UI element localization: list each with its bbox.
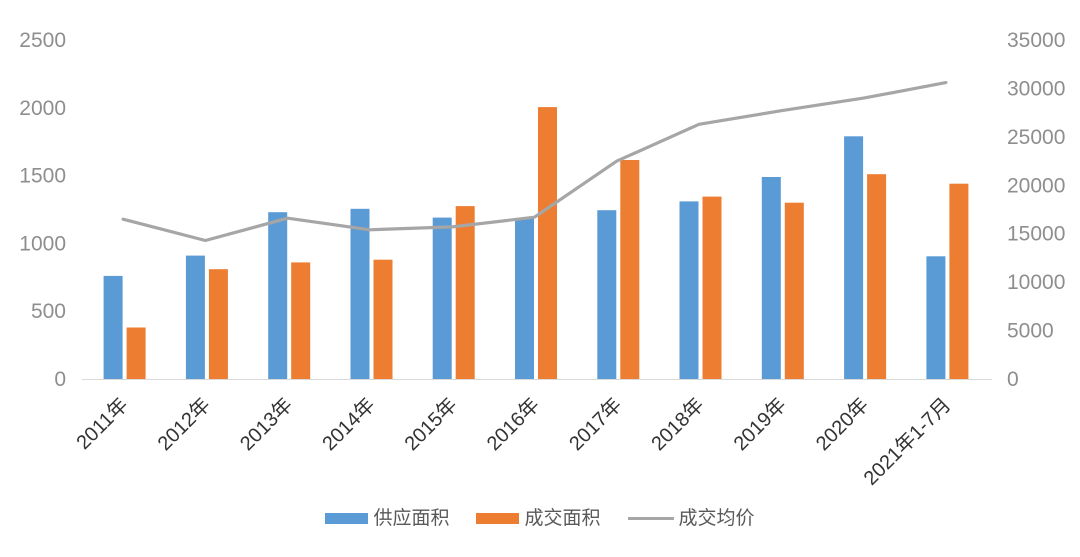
x-axis-tick-label: 2020年 [811, 393, 873, 455]
left-axis-tick-label: 2500 [19, 29, 66, 52]
deal-area-bar [455, 206, 475, 379]
deal-area-bar [373, 259, 393, 379]
x-axis-tick-label: 2014年 [318, 393, 380, 455]
left-axis-tick-label: 2000 [19, 97, 66, 120]
legend-bar-swatch-icon [476, 513, 520, 524]
supply-area-bar [432, 217, 452, 379]
right-axis-tick-label: 35000 [1007, 29, 1065, 52]
deal-area-bar [867, 174, 887, 379]
x-axis-tick-label: 2019年 [729, 393, 791, 455]
x-axis-tick-label: 2015年 [400, 393, 462, 455]
legend-label: 成交均价 [678, 508, 755, 529]
legend-item-avg-price: 成交均价 [627, 508, 755, 529]
left-axis-tick-label: 0 [54, 368, 66, 391]
right-axis-tick-label: 30000 [1007, 77, 1065, 100]
supply-area-bar [597, 210, 617, 379]
x-axis-tick-label: 2018年 [647, 393, 709, 455]
deal-area-bar [949, 183, 969, 379]
supply-area-bar [185, 255, 205, 379]
deal-area-bar [291, 262, 311, 379]
deal-area-bar [620, 160, 640, 379]
chart-legend: 供应面积 成交面积 成交均价 [0, 509, 1080, 528]
x-axis-tick-label: 2021年1-7月 [859, 393, 955, 489]
supply-area-bar [268, 212, 288, 379]
supply-area-bar [103, 275, 123, 379]
right-axis-tick-label: 5000 [1007, 320, 1054, 343]
deal-area-bar [538, 107, 557, 379]
supply-area-bar [761, 177, 781, 379]
left-axis-tick-label: 1000 [19, 232, 66, 255]
supply-area-bar [515, 218, 534, 379]
right-axis-tick-label: 0 [1007, 368, 1019, 391]
right-axis-tick-label: 15000 [1007, 223, 1065, 246]
left-axis-tick-label: 500 [31, 300, 66, 323]
supply-area-bar [926, 256, 946, 379]
right-axis-tick-label: 25000 [1007, 126, 1065, 149]
x-axis-tick-label: 2013年 [235, 393, 297, 455]
deal-area-bar [784, 202, 804, 379]
deal-area-bar [208, 269, 228, 379]
deal-area-bar [702, 196, 722, 379]
x-axis-tick-label: 2017年 [564, 393, 626, 455]
supply-area-bar [844, 136, 864, 379]
legend-line-swatch-icon [627, 517, 674, 520]
legend-item-supply-area: 供应面积 [325, 509, 449, 528]
supply-area-bar [350, 208, 370, 379]
x-axis-tick-label: 2016年 [482, 393, 544, 455]
legend-label: 成交面积 [524, 508, 601, 529]
x-axis-tick-label: 2011年 [72, 393, 133, 454]
right-axis-tick-label: 10000 [1007, 271, 1065, 294]
legend-item-deal-area: 成交面积 [476, 508, 601, 529]
deal-area-bar [126, 327, 146, 379]
legend-bar-swatch-icon [325, 513, 369, 524]
left-axis-tick-label: 1500 [19, 165, 66, 188]
supply-area-bar [679, 201, 699, 379]
right-axis-tick-label: 20000 [1007, 174, 1065, 197]
x-axis-tick-label: 2012年 [153, 393, 215, 455]
avg-price-line [121, 80, 948, 243]
legend-label: 供应面积 [373, 508, 450, 529]
